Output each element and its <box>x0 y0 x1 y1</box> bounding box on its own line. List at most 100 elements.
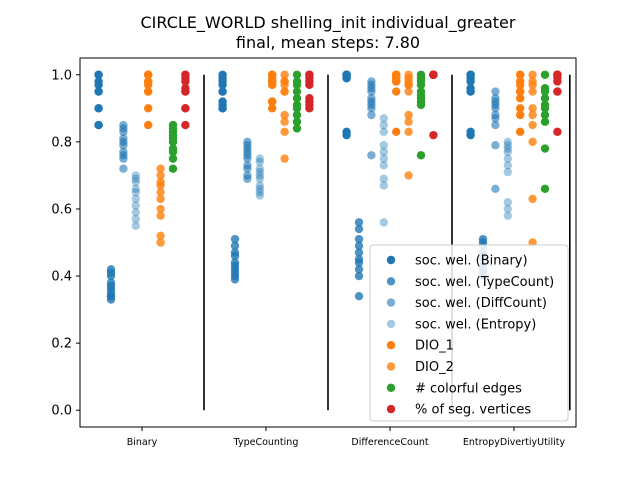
point-s6-c2-5 <box>280 110 289 120</box>
point-s6-c1-5 <box>156 187 165 197</box>
point-s4-c4-4 <box>503 147 512 157</box>
point-s7-c2-7 <box>292 104 302 113</box>
point-s3-c4-9 <box>491 141 500 150</box>
point-s2-c3-9 <box>354 271 364 281</box>
point-s6-c2-9 <box>280 77 289 86</box>
point-s8-c2-10 <box>305 70 314 79</box>
point-s3-c1-6 <box>119 141 128 150</box>
point-s4-c1-10 <box>131 221 140 230</box>
point-s3-c3-10 <box>367 151 376 160</box>
point-s7-c4-9 <box>540 144 550 153</box>
point-s5-c4-8 <box>516 87 525 96</box>
point-s6-c2-10 <box>280 87 289 96</box>
point-s4-c2-7 <box>255 181 264 190</box>
point-s4-c4-3 <box>503 144 512 153</box>
point-s1-c4-4 <box>466 77 475 86</box>
point-s7-c3-9 <box>416 100 426 110</box>
point-s6-c2-7 <box>280 127 289 136</box>
point-s5-c1-7 <box>144 120 153 130</box>
point-s1-c2-6 <box>218 87 227 96</box>
point-s4-c4-1 <box>503 137 512 147</box>
point-s8-c3-9 <box>429 70 438 79</box>
point-s7-c2-4 <box>292 87 302 96</box>
legend-label-1: soc. wel. (Binary) <box>415 254 528 269</box>
point-s7-c4-6 <box>540 104 550 113</box>
legend-marker-8 <box>386 404 396 414</box>
point-s4-c1-9 <box>131 214 140 224</box>
point-s2-c3-1 <box>354 218 364 227</box>
point-s4-c1-4 <box>131 184 140 194</box>
point-s5-c3-7 <box>392 127 401 136</box>
point-s5-c1-9 <box>144 77 153 86</box>
legend-marker-5 <box>386 341 396 350</box>
point-s7-c2-1 <box>292 70 302 79</box>
legend-box <box>369 244 569 422</box>
point-s7-c3-10 <box>416 151 426 160</box>
point-s3-c3-9 <box>367 110 376 120</box>
x-tick-label-3: EntropyDivertiyUtility <box>463 437 566 448</box>
point-s7-c2-3 <box>292 80 302 90</box>
point-s6-c4-6 <box>528 120 537 130</box>
point-s4-c1-6 <box>131 194 140 204</box>
point-s2-c3-7 <box>354 258 364 267</box>
legend-label-5: DIO_1 <box>415 339 454 354</box>
point-s4-c1-1 <box>131 171 140 180</box>
point-s4-c4-2 <box>503 141 512 150</box>
point-s4-c1-3 <box>131 177 140 187</box>
point-s1-c4-9 <box>466 130 475 140</box>
legend-marker-1 <box>386 255 396 265</box>
point-s1-c3-8 <box>342 73 351 83</box>
point-s2-c2-2 <box>230 241 240 251</box>
point-s4-c4-8 <box>503 198 512 207</box>
point-s6-c3-5 <box>404 87 413 96</box>
point-s3-c4-7 <box>491 114 500 123</box>
point-s8-c2-5 <box>305 80 314 90</box>
point-s6-c3-6 <box>404 110 413 120</box>
y-axis: 0.0 0.2 0.4 0.6 0.8 1.0 <box>51 68 80 419</box>
point-s4-c1-8 <box>131 208 140 217</box>
point-s4-c4-7 <box>503 167 512 177</box>
point-s4-c4-6 <box>503 161 512 170</box>
point-s8-c1-10 <box>181 120 190 130</box>
point-s4-c3-8 <box>379 174 388 183</box>
point-s6-c3-8 <box>404 127 413 136</box>
point-s1-c3-10 <box>342 130 351 140</box>
legend-marker-7 <box>386 383 396 392</box>
point-s4-c1-5 <box>131 187 140 197</box>
y-tick-label-4: 0.8 <box>51 135 72 150</box>
legend-label-4: soc. wel. (Entropy) <box>415 317 536 332</box>
point-s4-c2-10 <box>255 191 264 200</box>
chart-title-line-1: CIRCLE_WORLD shelling_init individual_gr… <box>141 13 516 33</box>
point-s8-c4-8 <box>553 87 562 96</box>
point-s6-c1-4 <box>156 181 165 190</box>
point-s4-c3-9 <box>379 181 388 190</box>
point-s4-c4-5 <box>503 154 512 163</box>
point-s8-c3-10 <box>429 130 438 140</box>
point-s7-c4-8 <box>540 117 550 126</box>
point-s4-c1-7 <box>131 201 140 210</box>
point-s6-c1-10 <box>156 238 165 247</box>
point-s7-c4-3 <box>540 87 550 96</box>
point-s7-c2-9 <box>292 117 302 126</box>
point-s6-c1-8 <box>156 211 165 220</box>
point-s4-c1-2 <box>131 174 140 183</box>
point-s6-c3-10 <box>404 80 413 90</box>
point-s2-c1-10 <box>106 295 116 304</box>
point-s3-c4-5 <box>491 104 500 113</box>
point-s3-c3-8 <box>367 104 376 113</box>
chart-title-line-2: final, mean steps: 7.80 <box>236 33 420 52</box>
point-s1-c1-8 <box>94 104 103 113</box>
point-s7-c1-6 <box>168 137 178 147</box>
point-s3-c2-6 <box>243 154 252 163</box>
point-s1-c2-10 <box>218 104 227 113</box>
point-s6-c4-8 <box>528 194 537 204</box>
point-s1-c1-4 <box>94 80 103 90</box>
point-s4-c2-5 <box>255 171 264 180</box>
point-s8-c1-9 <box>181 104 190 113</box>
point-s7-c4-10 <box>540 184 550 194</box>
point-s7-c2-8 <box>292 110 302 120</box>
point-s4-c3-2 <box>379 120 388 130</box>
legend-marker-3 <box>386 298 396 307</box>
point-s8-c4-6 <box>553 77 562 86</box>
